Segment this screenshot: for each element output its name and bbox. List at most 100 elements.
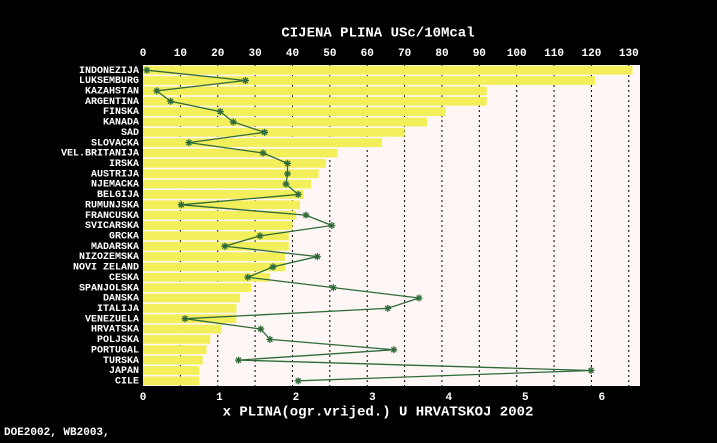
category-label: CESKA	[109, 273, 139, 284]
marker	[235, 356, 243, 364]
category-label: NOVI ZELAND	[73, 263, 139, 274]
bar	[143, 127, 405, 137]
category-label: BELGIJA	[97, 190, 139, 201]
category-label: JAPAN	[109, 366, 139, 377]
x-tick-label: 30	[249, 48, 262, 60]
bar	[143, 221, 293, 230]
marker	[329, 284, 337, 292]
bar	[143, 96, 487, 106]
x2-tick-label: 3	[369, 392, 376, 404]
category-label: ITALIJA	[97, 304, 139, 315]
bar	[143, 345, 207, 355]
marker	[261, 128, 269, 136]
bar	[143, 293, 241, 303]
marker	[256, 232, 264, 240]
bar	[143, 86, 487, 96]
marker	[284, 159, 292, 167]
category-label: PORTUGAL	[91, 345, 139, 356]
marker	[257, 325, 265, 333]
marker	[216, 108, 224, 116]
bar	[143, 148, 338, 158]
x-tick-label: 120	[582, 48, 602, 60]
category-label: LUKSEMBURG	[79, 76, 139, 87]
bar	[143, 241, 289, 251]
bar	[143, 324, 222, 334]
category-label: ARGENTINA	[85, 97, 139, 108]
marker	[153, 87, 161, 95]
marker	[221, 242, 229, 250]
x2-tick-label: 4	[446, 392, 453, 404]
category-label: SVICARSKA	[85, 221, 139, 232]
category-label: FRANCUSKA	[85, 211, 139, 222]
marker	[244, 273, 252, 281]
bar	[143, 303, 237, 313]
category-label: DANSKA	[103, 294, 139, 305]
category-label: VEL.BRITANIJA	[61, 149, 139, 160]
x-tick-label: 70	[398, 48, 411, 60]
x2-tick-label: 0	[140, 392, 147, 404]
marker	[294, 190, 302, 198]
bar	[143, 158, 327, 168]
bar	[143, 76, 596, 85]
marker	[259, 149, 267, 157]
marker	[167, 97, 175, 105]
category-label: FINSKA	[103, 107, 139, 118]
x-tick-label: 130	[619, 48, 639, 60]
x2-axis-label: x PLINA(ogr.vrijed.) U HRVATSKOJ 2002	[223, 405, 534, 421]
marker	[390, 346, 398, 354]
category-label: IRSKA	[109, 159, 139, 170]
chart-title: CIJENA PLINA USc/10Mcal	[281, 26, 474, 42]
category-label: KANADA	[103, 118, 139, 129]
x-tick-label: 0	[140, 48, 147, 60]
marker	[284, 170, 292, 178]
bar	[143, 179, 312, 189]
bar	[143, 231, 289, 241]
x-tick-label: 100	[507, 48, 527, 60]
x-tick-label: 10	[174, 48, 187, 60]
x-tick-label: 20	[211, 48, 224, 60]
x-tick-label: 60	[361, 48, 374, 60]
bar	[143, 169, 319, 179]
category-label: KAZAHSTAN	[85, 87, 139, 98]
category-label: MADARSKA	[91, 242, 139, 253]
x-tick-label: 110	[544, 48, 564, 60]
category-label: HRVATSKA	[91, 325, 139, 336]
category-label: TURSKA	[103, 356, 139, 367]
category-label: SPANJOLSKA	[79, 283, 139, 294]
category-label: CILE	[115, 376, 139, 387]
bar	[143, 107, 446, 116]
marker	[229, 118, 237, 126]
bar	[143, 272, 271, 282]
bar	[143, 200, 300, 210]
marker	[185, 139, 193, 147]
bar	[143, 252, 285, 261]
marker	[587, 366, 595, 374]
marker	[241, 77, 249, 85]
x2-tick-label: 6	[598, 392, 605, 404]
marker	[384, 304, 392, 312]
bar	[143, 190, 304, 199]
x-tick-label: 90	[473, 48, 486, 60]
marker	[177, 201, 185, 209]
x-tick-label: 50	[323, 48, 336, 60]
bar	[143, 65, 633, 75]
bar	[143, 355, 203, 365]
category-label: NJEMACKA	[91, 180, 139, 191]
x2-tick-label: 5	[522, 392, 529, 404]
x-tick-label: 80	[435, 48, 448, 60]
category-label: GRCKA	[109, 231, 139, 242]
marker	[328, 222, 336, 229]
marker	[269, 263, 277, 271]
x2-tick-label: 1	[216, 392, 223, 404]
marker	[313, 253, 321, 261]
category-label: RUMUNJSKA	[85, 200, 139, 211]
category-label: SLOVACKA	[91, 138, 139, 149]
marker	[266, 335, 274, 343]
x-tick-label: 40	[286, 48, 299, 60]
bar	[143, 335, 211, 344]
marker	[415, 294, 423, 302]
marker	[294, 377, 302, 385]
category-label: POLJSKA	[97, 335, 139, 346]
